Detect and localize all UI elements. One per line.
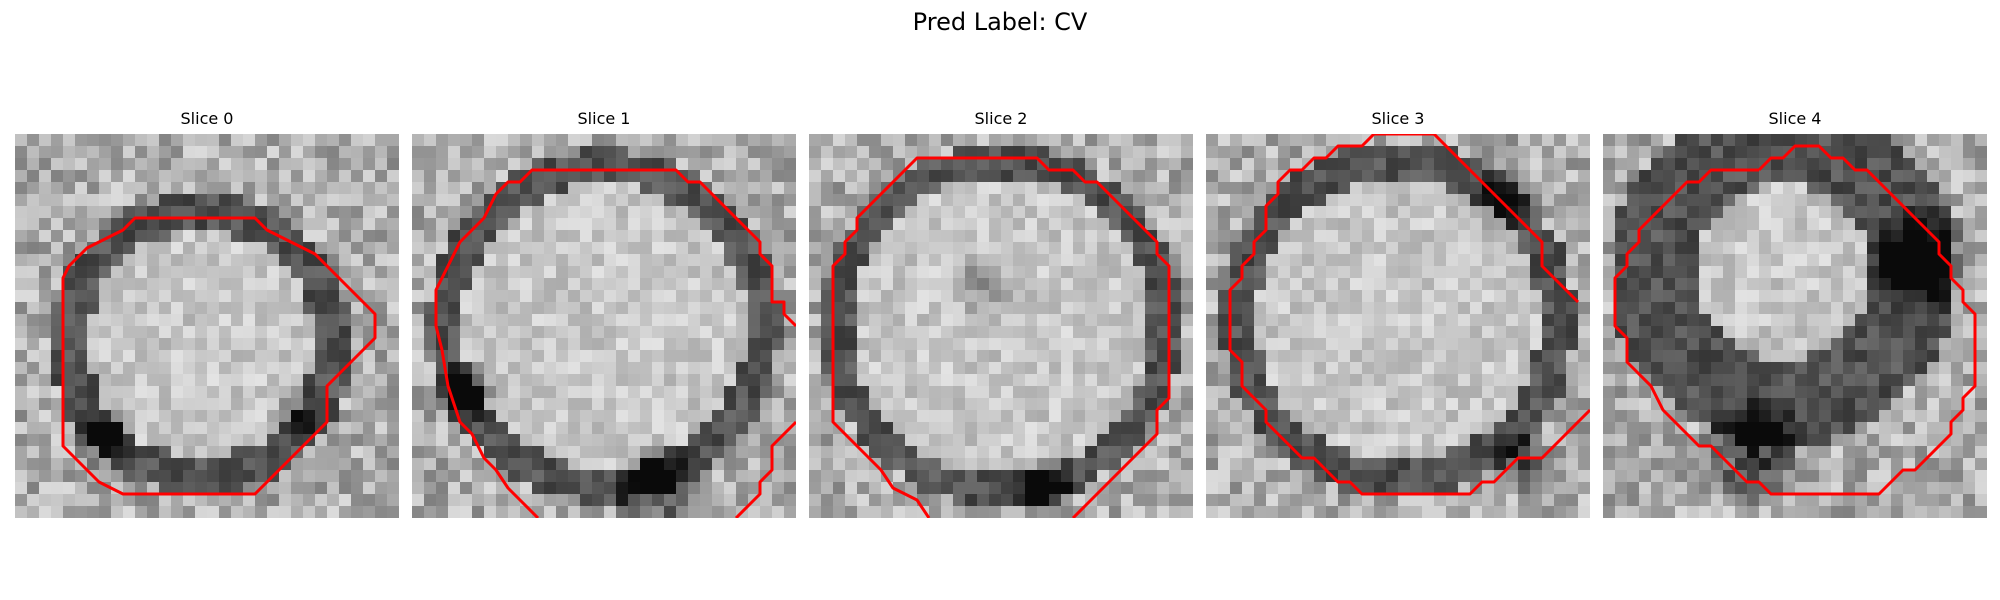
slice-image-2	[809, 134, 1193, 518]
slice-panel-4: Slice 4	[1603, 108, 1987, 518]
slice-panel-3: Slice 3	[1206, 108, 1590, 518]
slice-title-1: Slice 1	[577, 109, 631, 128]
figure-title: Pred Label: CV	[912, 8, 1088, 36]
segmentation-contour-1b	[734, 420, 796, 518]
slice-image-0	[15, 134, 399, 518]
segmentation-contour-4	[1613, 144, 1977, 496]
segmentation-contour-2	[831, 156, 1171, 518]
slice-title-3: Slice 3	[1371, 109, 1425, 128]
slice-image-4	[1603, 134, 1987, 518]
slice-title-2: Slice 2	[974, 109, 1028, 128]
slice-panel-0: Slice 0	[15, 108, 399, 518]
slice-panel-1: Slice 1	[412, 108, 796, 518]
slice-image-1	[412, 134, 796, 518]
segmentation-contour-0	[61, 216, 377, 496]
segmentation-contour-1	[434, 168, 796, 518]
slice-image-3	[1206, 134, 1590, 518]
segmentation-contour-3	[1228, 134, 1590, 496]
slice-title-4: Slice 4	[1768, 109, 1822, 128]
slice-title-0: Slice 0	[180, 109, 234, 128]
slice-panel-2: Slice 2	[809, 108, 1193, 518]
